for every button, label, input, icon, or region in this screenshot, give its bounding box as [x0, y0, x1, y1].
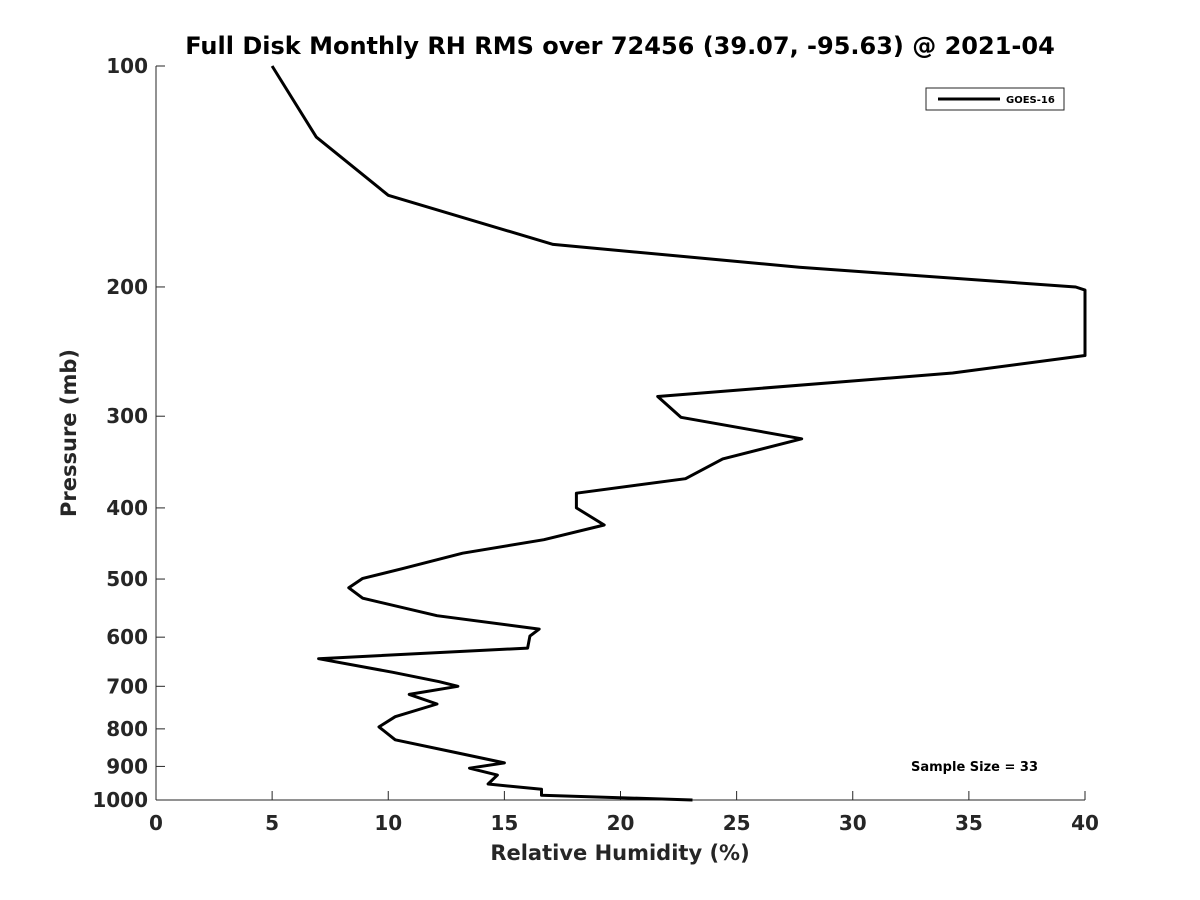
series-line-goes-16 — [270, 65, 1087, 802]
y-tick-label: 300 — [106, 404, 148, 428]
x-tick-label: 20 — [607, 811, 635, 835]
chart-title: Full Disk Monthly RH RMS over 72456 (39.… — [185, 32, 1055, 60]
x-tick-label: 30 — [839, 811, 867, 835]
x-tick-label: 0 — [149, 811, 163, 835]
sample-size-annotation: Sample Size = 33 — [911, 760, 1038, 775]
y-tick-label: 700 — [106, 674, 148, 698]
y-tick-label: 100 — [106, 54, 148, 78]
x-tick-label: 35 — [955, 811, 983, 835]
legend-label: GOES-16 — [1006, 95, 1055, 106]
legend: GOES-16 — [925, 87, 1065, 111]
y-tick-label: 1000 — [92, 788, 148, 812]
x-axis-label: Relative Humidity (%) — [490, 841, 749, 865]
y-tick-label: 600 — [106, 625, 148, 649]
x-tick-label: 25 — [723, 811, 751, 835]
x-tick-label: 5 — [265, 811, 279, 835]
y-axis-ticks: 100 200 300 400 500 600 700 800 900 1000 — [92, 54, 165, 812]
x-tick-label: 15 — [490, 811, 518, 835]
x-tick-label: 40 — [1071, 811, 1099, 835]
y-tick-label: 200 — [106, 275, 148, 299]
y-axis-label: Pressure (mb) — [57, 349, 81, 517]
x-tick-label: 10 — [374, 811, 402, 835]
y-tick-label: 900 — [106, 754, 148, 778]
y-tick-label: 400 — [106, 496, 148, 520]
x-axis-ticks: 0 5 10 15 20 25 30 35 40 — [149, 791, 1099, 835]
y-tick-label: 800 — [106, 717, 148, 741]
y-tick-label: 500 — [106, 567, 148, 591]
